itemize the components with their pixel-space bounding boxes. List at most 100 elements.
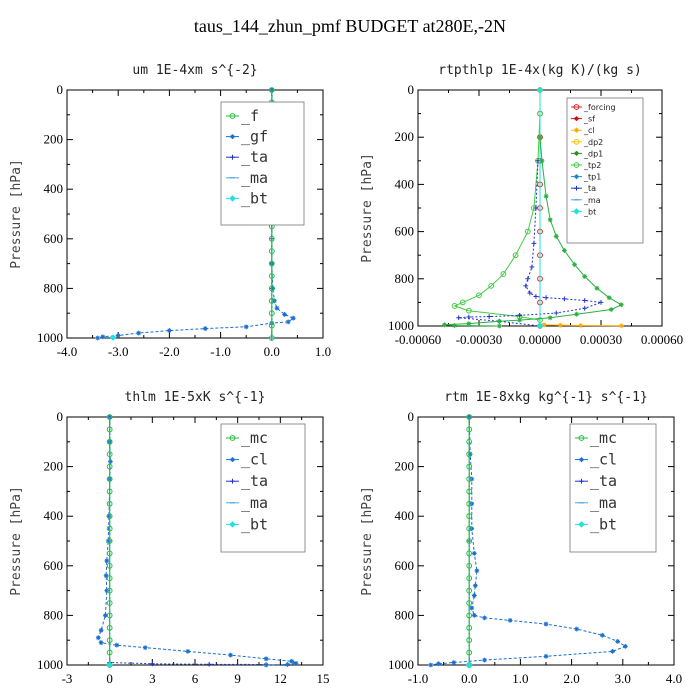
chart-panel-rtm: rtm 1E-8xkg kg^{-1} s^{-1} Pressure [hPa]… [360, 390, 682, 686]
legend-label: _f [241, 107, 259, 125]
data-point [541, 322, 547, 328]
data-point [582, 305, 588, 311]
data-point [268, 248, 275, 255]
y-tick-label: 800 [44, 280, 64, 295]
data-point [474, 568, 480, 574]
y-tick-label: 0 [57, 82, 64, 97]
x-tick-label: -2.0 [159, 344, 180, 359]
data-point [496, 323, 502, 329]
data-point [106, 500, 113, 507]
data-point [268, 310, 275, 317]
y-tick-label: 800 [395, 271, 415, 286]
legend-label: _forcing [583, 103, 616, 112]
panel-title: thlm 1E-5xK s^{-1} [125, 390, 266, 405]
data-point [268, 285, 275, 292]
data-point [466, 463, 473, 470]
data-point [517, 317, 523, 323]
y-tick-label: 400 [44, 181, 64, 196]
data-point [466, 314, 472, 320]
legend-marker [230, 457, 235, 462]
x-tick-label: 0.00000 [519, 332, 561, 347]
data-point [466, 476, 473, 482]
data-point [290, 315, 296, 321]
data-point [106, 426, 113, 433]
legend-marker [574, 174, 579, 179]
figure-title: taus_144_zhun_pmf BUDGET at280E,-2N [193, 16, 507, 36]
data-point [525, 276, 531, 282]
data-point [466, 500, 473, 507]
legend-marker [574, 185, 579, 191]
x-tick-label: 0.00030 [580, 332, 622, 347]
data-point [547, 315, 553, 321]
data-point [106, 624, 113, 631]
chart-panel-um: um 1E-4xm s^{-2} Pressure [hPa] 0 200 400 600… [9, 63, 331, 359]
data-point [114, 642, 120, 648]
data-point [606, 295, 612, 301]
legend-marker [230, 154, 235, 160]
y-tick-label: 0 [408, 409, 415, 424]
data-point [106, 649, 113, 656]
legend-label: _bt [241, 189, 268, 207]
legend-label: _gf [241, 128, 268, 146]
data-point [539, 158, 545, 164]
y-tick-label: 0 [57, 409, 64, 424]
data-point [106, 525, 113, 532]
data-point [543, 193, 549, 199]
data-point [106, 550, 113, 557]
data-point [465, 661, 473, 669]
data-point [106, 451, 113, 458]
data-point [95, 335, 101, 341]
legend-marker [229, 435, 236, 441]
y-tick-label: 1000 [388, 318, 414, 333]
data-point [107, 459, 113, 465]
data-point [285, 662, 290, 667]
legend-label: _tp2 [583, 161, 601, 170]
data-point [466, 538, 473, 544]
panel-title: rtm 1E-8xkg kg^{-1} s^{-1} [444, 390, 648, 405]
y-tick-label: 1000 [37, 657, 63, 672]
series-mc [466, 414, 473, 668]
data-point [106, 575, 113, 582]
data-point [466, 587, 473, 594]
data-point [562, 248, 567, 253]
data-point [608, 307, 614, 312]
legend-box [220, 423, 306, 553]
legend-marker [229, 195, 236, 202]
legend-label: _ma [241, 169, 268, 187]
data-point [594, 285, 600, 291]
x-tick-label: -3 [62, 671, 73, 686]
data-point [167, 328, 172, 333]
legend-label: _mc [241, 429, 268, 447]
data-point [106, 612, 113, 619]
data-point [512, 252, 519, 259]
data-point [618, 302, 624, 308]
series-bt [109, 334, 117, 341]
data-point [486, 314, 492, 319]
data-point [466, 637, 473, 644]
y-tick-label: 400 [395, 508, 415, 523]
x-tick-label: 9 [234, 671, 241, 686]
data-point [533, 205, 539, 211]
data-point [557, 322, 563, 328]
data-point [466, 414, 473, 420]
series-bt [536, 86, 544, 330]
y-axis-label: Pressure [hPa] [9, 486, 24, 596]
data-point [574, 626, 580, 632]
y-tick-label: 600 [395, 558, 415, 573]
data-point [496, 318, 502, 324]
legend-label: _bt [583, 207, 596, 216]
data-point [268, 87, 275, 93]
data-point [517, 312, 523, 318]
legend-label: _cl [583, 126, 595, 135]
data-point [466, 321, 472, 327]
series-line [430, 416, 627, 666]
data-point [543, 621, 549, 627]
data-point [574, 311, 579, 317]
x-tick-label: 0 [106, 671, 113, 686]
data-point [582, 274, 588, 279]
data-point [527, 290, 533, 296]
data-point [536, 322, 544, 330]
data-point [598, 300, 604, 305]
data-point [578, 323, 584, 328]
data-point [529, 264, 535, 270]
